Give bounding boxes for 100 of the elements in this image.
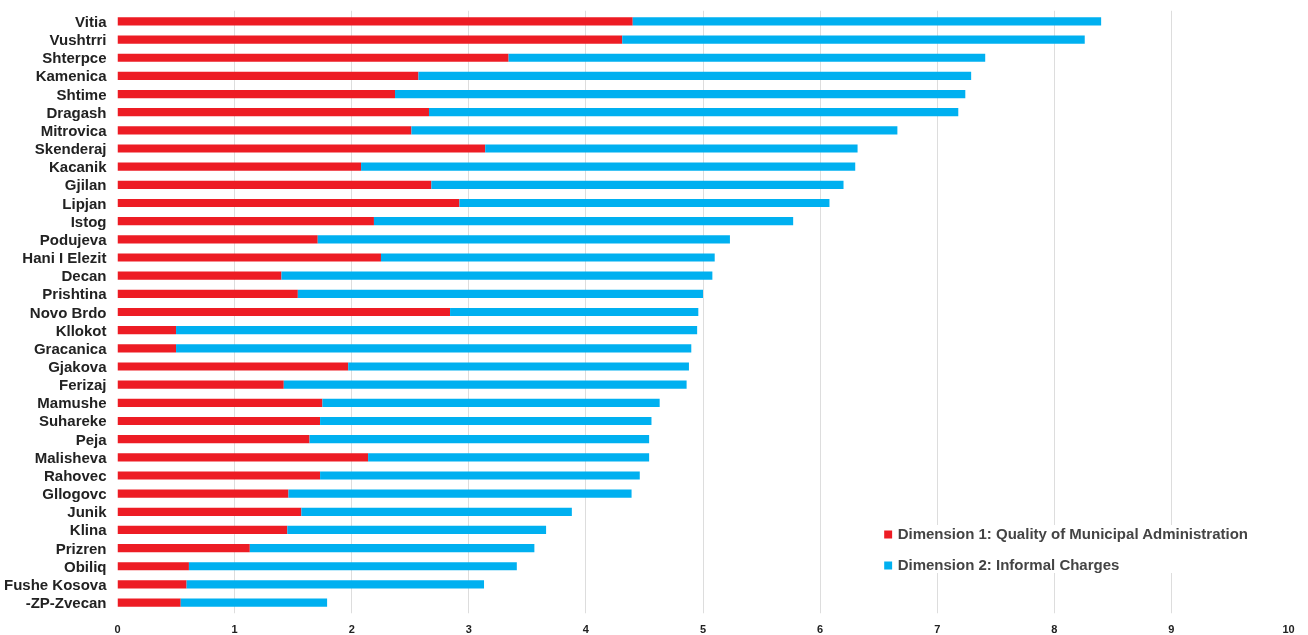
y-tick-label: Kamenica <box>35 67 108 85</box>
bar <box>117 362 349 371</box>
x-tick-label: 4 <box>582 622 590 635</box>
bar <box>117 53 509 62</box>
bar <box>117 162 362 171</box>
y-tick-label: Dragash <box>46 103 107 121</box>
bar <box>411 126 898 135</box>
bar <box>322 398 660 407</box>
bar <box>117 453 369 462</box>
bar <box>176 344 692 353</box>
bar <box>117 598 181 607</box>
bar <box>117 217 374 226</box>
bar <box>117 471 321 480</box>
bar <box>249 544 535 553</box>
y-tick-label: Suhareke <box>38 412 107 430</box>
bar <box>431 180 844 189</box>
bar <box>117 35 623 44</box>
y-tick-label: Obiliq <box>64 557 107 575</box>
bar <box>117 507 302 516</box>
x-tick-label: 8 <box>1051 622 1058 635</box>
bar <box>117 398 323 407</box>
bar <box>283 380 687 389</box>
x-tick-label: 3 <box>465 622 472 635</box>
bar <box>418 71 972 80</box>
y-tick-label: Shtime <box>56 85 107 103</box>
y-tick-label: Shterpce <box>42 49 107 67</box>
bar <box>117 71 419 80</box>
bar <box>450 307 699 317</box>
y-tick-label: Malisheva <box>34 448 108 466</box>
bar <box>176 326 698 335</box>
bar <box>287 525 547 535</box>
y-tick-label: Lipjan <box>62 194 107 212</box>
bar <box>117 562 189 571</box>
bar <box>188 562 517 571</box>
bar <box>281 271 713 280</box>
y-tick-label: Podujeva <box>39 230 108 248</box>
bar <box>622 35 1085 44</box>
bar <box>117 253 381 262</box>
bar <box>117 289 298 298</box>
bar <box>373 217 794 226</box>
bar <box>117 126 412 135</box>
bar <box>288 489 632 498</box>
legend-label: Dimension 2: Informal Charges <box>897 556 1120 573</box>
bar <box>348 362 689 371</box>
x-tick-label: 1 <box>231 622 238 635</box>
bar <box>380 253 715 262</box>
bar <box>117 235 318 244</box>
y-tick-label: Gracanica <box>33 339 108 357</box>
y-tick-label: Rahovec <box>43 466 107 484</box>
y-tick-label: Hani I Elezit <box>22 249 107 267</box>
y-tick-label: Prishtina <box>42 285 108 303</box>
bar <box>317 235 730 244</box>
x-tick-label: 7 <box>934 622 941 635</box>
y-tick-label: Peja <box>75 430 108 448</box>
bar <box>361 162 856 171</box>
y-tick-label: -ZP-Zvecan <box>25 594 107 612</box>
bar <box>186 580 485 589</box>
y-tick-label: Vushtrri <box>49 31 107 49</box>
y-tick-label: Kacanik <box>48 158 108 176</box>
bar <box>485 144 858 153</box>
y-tick-label: Mitrovica <box>40 121 108 139</box>
bar <box>368 453 650 462</box>
y-tick-label: Gjilan <box>64 176 107 194</box>
x-tick-label: 5 <box>699 622 707 635</box>
bar <box>297 289 703 298</box>
bar <box>395 89 966 99</box>
bar <box>320 471 640 480</box>
x-tick-label: 2 <box>348 622 355 635</box>
bar <box>117 326 177 335</box>
y-tick-label: Gjakova <box>48 357 108 375</box>
legend-label: Dimension 1: Quality of Municipal Administration <box>897 525 1248 542</box>
y-tick-label: Junik <box>67 503 108 521</box>
bar <box>117 108 429 117</box>
bar <box>117 271 282 280</box>
y-tick-label: Decan <box>61 267 107 285</box>
bar <box>117 580 187 589</box>
bar <box>117 435 310 444</box>
y-tick-label: Ferizaj <box>58 376 107 394</box>
x-tick-label: 9 <box>1168 622 1175 635</box>
bar <box>301 507 572 516</box>
bar <box>117 180 432 189</box>
bar <box>180 598 328 607</box>
x-tick-label: 10 <box>1282 622 1295 635</box>
bar <box>117 544 250 553</box>
bar <box>117 89 396 99</box>
y-tick-label: Gllogovc <box>42 485 107 503</box>
bar <box>117 416 321 426</box>
y-tick-label: Novo Brdo <box>29 303 107 321</box>
bar <box>632 17 1102 26</box>
bar <box>117 344 177 353</box>
y-tick-label: Mamushe <box>37 394 107 412</box>
y-tick-label: Kllokot <box>55 321 107 339</box>
y-tick-label: Fushe Kosova <box>3 575 108 593</box>
bar <box>117 525 288 535</box>
bar <box>117 307 451 317</box>
bar <box>117 144 486 153</box>
bar <box>117 198 460 208</box>
bar <box>320 416 652 426</box>
x-tick-label: 0 <box>114 622 121 635</box>
bar <box>309 435 650 444</box>
